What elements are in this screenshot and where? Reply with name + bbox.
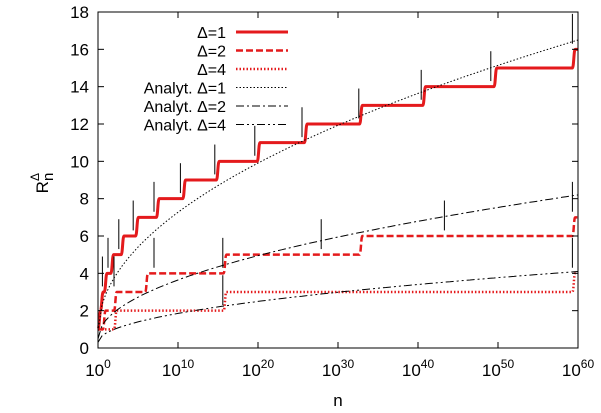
- series-layer: [96, 39, 579, 343]
- y-tick-label: 0: [80, 339, 89, 358]
- y-axis-label: RΔn: [28, 173, 57, 194]
- y-tick-label: 6: [80, 227, 89, 246]
- legend-label: Δ=1: [197, 25, 226, 42]
- annotation-layer: [101, 13, 573, 306]
- series-line: [98, 272, 578, 331]
- x-tick-label: 1020: [242, 357, 275, 380]
- y-tick-label: 8: [80, 190, 89, 209]
- y-tick-label: 14: [70, 78, 89, 97]
- y-tick-label: 4: [80, 264, 89, 283]
- x-axis-label: n: [333, 391, 342, 410]
- y-tick-label: 16: [70, 40, 89, 59]
- x-tick-label: 1050: [482, 357, 515, 380]
- y-tick-label: 10: [70, 152, 89, 171]
- y-tick-label: 2: [80, 302, 89, 321]
- plot-frame: [97, 11, 579, 349]
- y-axis-label-subscript: n: [40, 173, 57, 181]
- series-line: [96, 47, 578, 331]
- series-line: [98, 216, 578, 331]
- y-tick-label: 12: [70, 115, 89, 134]
- y-axis-label-superscript: Δ: [28, 173, 42, 181]
- y-axis-label-main: R: [33, 181, 52, 193]
- legend-label: Analyt. Δ=1: [144, 81, 226, 98]
- x-tick-label: 1030: [322, 357, 355, 380]
- y-tick-label: 18: [70, 3, 89, 22]
- series-line: [97, 271, 579, 343]
- legend-label: Analyt. Δ=4: [144, 118, 226, 135]
- x-tick-label: 1060: [562, 357, 595, 380]
- ticks-layer: 100 1010 1020 1030 1040 1050 1060 0 2 4 6 8 10 12 14 16…: [70, 3, 594, 380]
- svg-text:RΔn: RΔn: [28, 173, 57, 194]
- legend-label: Δ=4: [197, 62, 226, 79]
- series-line: [97, 39, 579, 332]
- series-line: [97, 194, 579, 339]
- x-tick-label: 100: [85, 357, 111, 380]
- legend-label: Δ=2: [197, 44, 226, 61]
- x-tick-label: 1010: [162, 357, 195, 380]
- legend-label: Analyt. Δ=2: [144, 99, 226, 116]
- x-tick-label: 1040: [402, 357, 435, 380]
